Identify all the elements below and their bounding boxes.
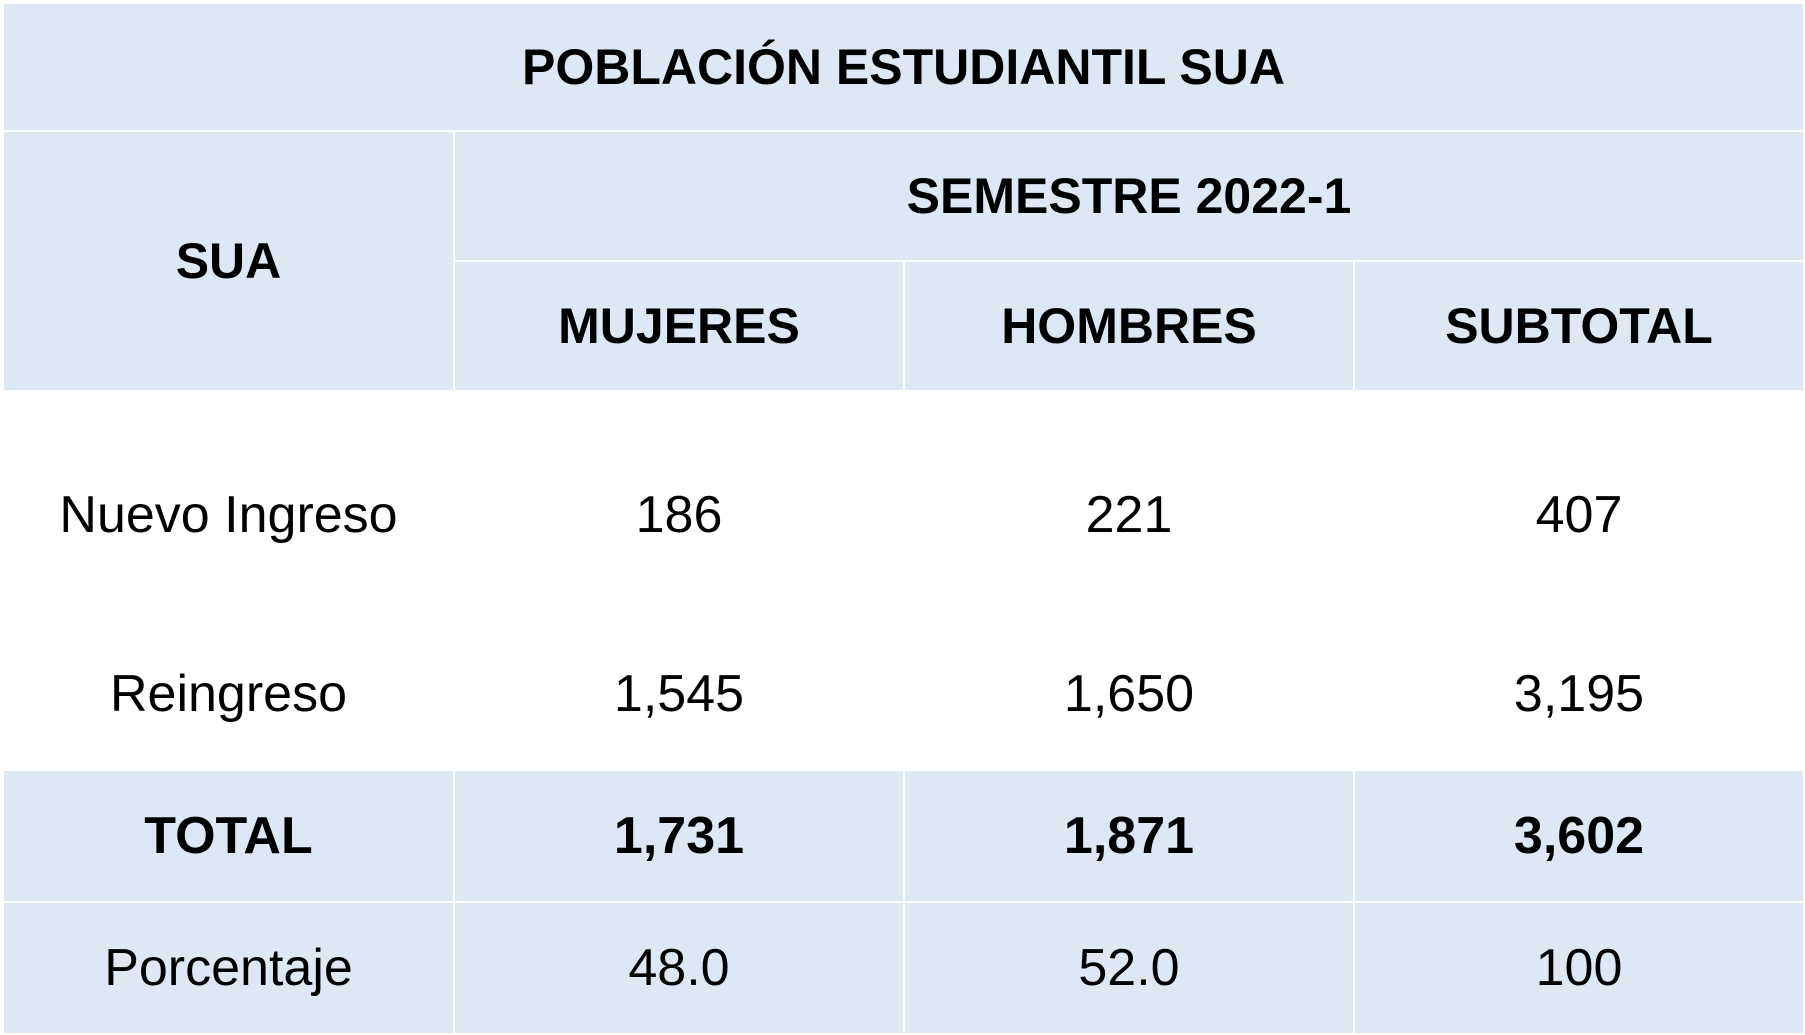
row-label: TOTAL [2,769,455,903]
row-header: SUA [2,130,455,392]
column-header: SUBTOTAL [1353,260,1805,392]
row-label: Porcentaje [2,901,455,1035]
column-header: HOMBRES [903,260,1355,392]
cell: 1,545 [453,617,905,771]
cell: 48.0 [453,901,905,1035]
group-header: SEMESTRE 2022-1 [453,130,1805,262]
cell: 52.0 [903,901,1355,1035]
cell: 3,195 [1353,617,1805,771]
cell: 1,871 [903,769,1355,903]
cell: 1,650 [903,617,1355,771]
cell: 100 [1353,901,1805,1035]
cell: 407 [1353,390,1805,619]
table-title: POBLACIÓN ESTUDIANTIL SUA [2,2,1805,132]
cell: 1,731 [453,769,905,903]
column-header: MUJERES [453,260,905,392]
cell: 186 [453,390,905,619]
cell: 221 [903,390,1355,619]
row-label: Reingreso [2,617,455,771]
cell: 3,602 [1353,769,1805,903]
row-label: Nuevo Ingreso [2,390,455,619]
